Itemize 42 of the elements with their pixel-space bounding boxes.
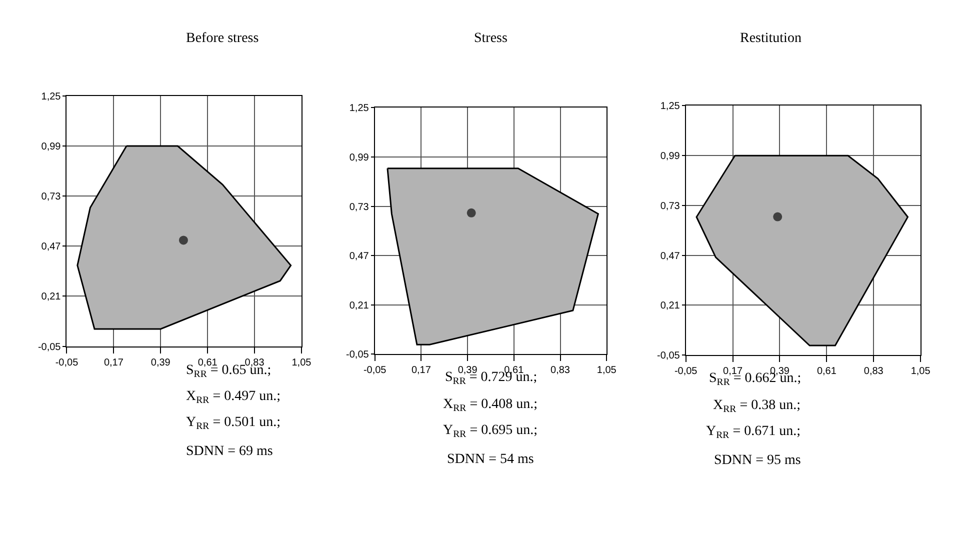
y-tick-label: 0,21 bbox=[41, 292, 62, 303]
x-tick-label: -0,05 bbox=[55, 357, 79, 368]
x-tick-label: 0,83 bbox=[550, 365, 570, 376]
y-tick-label: 0,99 bbox=[41, 142, 62, 153]
y-tick-label: 0,73 bbox=[349, 202, 370, 213]
y-tick-label: 0,99 bbox=[660, 151, 680, 162]
y-tick-label: 0,73 bbox=[41, 192, 62, 203]
chart-title: Stress bbox=[474, 31, 508, 46]
y-tick-label: -0,05 bbox=[346, 350, 370, 361]
y-tick-label: 0,47 bbox=[660, 250, 680, 262]
text: Y$_{RR}$ = 0.695 un.; bbox=[443, 423, 538, 440]
x-tick-label: -0,05 bbox=[363, 365, 387, 376]
text: SDNN = 54 ms bbox=[447, 452, 534, 467]
chart-title: Before stress bbox=[186, 31, 259, 46]
x-tick-label: 0,61 bbox=[816, 366, 837, 378]
text: SDNN = 95 ms bbox=[714, 453, 801, 468]
x-tick-label: 1,05 bbox=[596, 365, 617, 376]
y-tick-label: 0,47 bbox=[349, 251, 370, 262]
y-tick-label: 0,73 bbox=[660, 200, 680, 212]
y-tick-label: 0,47 bbox=[41, 242, 62, 253]
x-tick-label: 0,39 bbox=[150, 357, 171, 368]
x-tick-label: 1,05 bbox=[910, 366, 931, 378]
y-tick-label: 0,21 bbox=[349, 300, 370, 312]
x-tick-label: -0,05 bbox=[674, 366, 698, 378]
y-tick-label: 0,21 bbox=[660, 300, 680, 312]
text: Y$_{RR}$ = 0.501 un.; bbox=[186, 415, 280, 432]
x-tick-label: 1,05 bbox=[292, 357, 312, 368]
text: X$_{RR}$ = 0.408 un.; bbox=[443, 397, 538, 414]
chart-title: Restitution bbox=[740, 31, 802, 46]
x-tick-label: 0,83 bbox=[864, 366, 884, 378]
x-tick-label: 0,83 bbox=[244, 357, 265, 368]
text: X$_{RR}$ = 0.38 un.; bbox=[713, 398, 800, 415]
y-tick-label: 1,25 bbox=[41, 91, 62, 102]
y-tick-label: -0,05 bbox=[38, 342, 62, 353]
text: Y$_{RR}$ = 0.671 un.; bbox=[706, 424, 800, 441]
y-tick-label: 0,99 bbox=[349, 152, 370, 164]
y-tick-label: 1,25 bbox=[349, 103, 370, 114]
text: SDNN = 69 ms bbox=[186, 444, 273, 459]
y-tick-label: 1,25 bbox=[660, 101, 680, 112]
text: X$_{RR}$ = 0.497 un.; bbox=[186, 389, 280, 406]
x-tick-label: 0,17 bbox=[411, 365, 432, 376]
x-tick-label: 0,17 bbox=[104, 357, 124, 368]
